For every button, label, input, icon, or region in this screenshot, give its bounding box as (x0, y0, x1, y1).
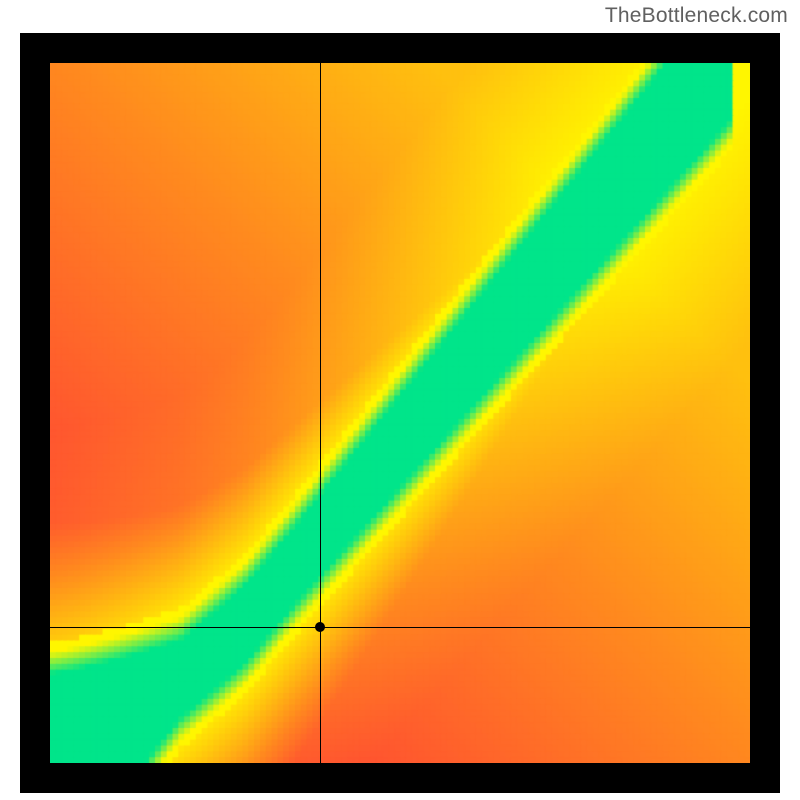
root: TheBottleneck.com (0, 0, 800, 800)
crosshair-marker (315, 622, 325, 632)
chart-frame (20, 33, 780, 793)
crosshair-horizontal (50, 627, 750, 628)
attribution-text: TheBottleneck.com (605, 4, 788, 28)
bottleneck-heatmap (50, 63, 750, 763)
crosshair-vertical (320, 63, 321, 763)
